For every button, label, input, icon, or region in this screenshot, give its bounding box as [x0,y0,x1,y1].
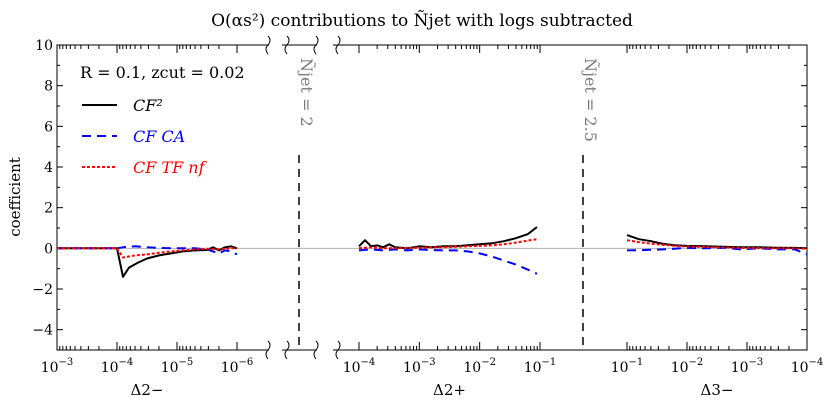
series-line [57,245,238,256]
y-tick-label: 2 [44,201,53,217]
marker-label: Ñjet = 2 [297,58,317,127]
break-squiggle [313,35,319,55]
axis-breaks [265,35,341,360]
series-line [57,247,237,259]
y-tick-label: 10 [35,38,53,54]
x-axis-label: Δ3− [701,381,734,399]
x-tick-label: 10−3 [403,357,436,376]
legend-header: R = 0.1, zcut = 0.02 [80,63,245,82]
x-tick-label: 10−3 [41,357,74,376]
x-tick-label: 10−2 [671,357,704,376]
y-tick-label: −2 [32,282,53,298]
panel-2: 10−4 10−3 10−2 10−1 Δ2+ [343,45,557,399]
break-squiggle [335,35,341,55]
legend-label: CF TF nf [133,158,208,177]
x-tick-label: 10−1 [611,357,644,376]
x-axis-label: Δ2+ [433,381,466,399]
break-squiggle [335,340,341,360]
break-squiggle [284,35,290,55]
y-tick-label: 8 [44,79,53,95]
plot-frame [56,44,808,351]
y-axis-ticks: −4 −2 0 2 4 6 8 10 [32,38,807,351]
series-line [358,248,538,275]
panel-3: 10−4 10−3 10−2 10−1 Δ3− [611,45,824,399]
break-squiggle [265,340,271,360]
x-tick-label: 10−1 [524,357,557,376]
x-tick-label: 10−4 [343,357,376,376]
break-gap [317,42,333,48]
break-gap [269,42,282,48]
x-tick-label: 10−4 [101,357,134,376]
break-squiggle [313,340,319,360]
break-gap [317,347,333,353]
x-tick-label: 10−2 [463,357,496,376]
vertical-markers: Ñjet = 2 Ñjet = 2.5 [297,58,601,350]
legend: R = 0.1, zcut = 0.02 CF² CF CA CF TF nf [80,63,245,177]
y-tick-label: −4 [32,323,53,339]
break-squiggle [265,35,271,55]
series-line [358,226,538,250]
x-tick-label: 10−6 [221,357,254,376]
legend-label: CF CA [133,127,185,146]
x-tick-label: 10−5 [161,357,194,376]
series-line [358,238,538,250]
y-tick-label: 0 [44,241,53,257]
y-axis-title: coefficient [6,157,24,237]
panels: 10−610−510−410−3Δ2−10−4 10−3 10−2 10−1Δ2+10… [41,45,824,399]
legend-label: CF² [133,96,163,115]
chart-title: O(αs²) contributions to Ñjet with logs s… [211,10,633,31]
x-axis-label: Δ2− [131,381,164,399]
break-squiggle [284,340,290,360]
break-gap [269,347,282,353]
panel-1: 10−6 10−5 10−4 10−3 Δ2− [41,45,254,399]
series-line [626,239,808,250]
series-line [57,245,238,278]
marker-label: Ñjet = 2.5 [581,58,601,142]
y-tick-label: 4 [44,160,53,176]
x-tick-label: 10−3 [731,357,764,376]
x-tick-label: 10−4 [791,357,824,376]
y-tick-label: 6 [44,119,53,135]
